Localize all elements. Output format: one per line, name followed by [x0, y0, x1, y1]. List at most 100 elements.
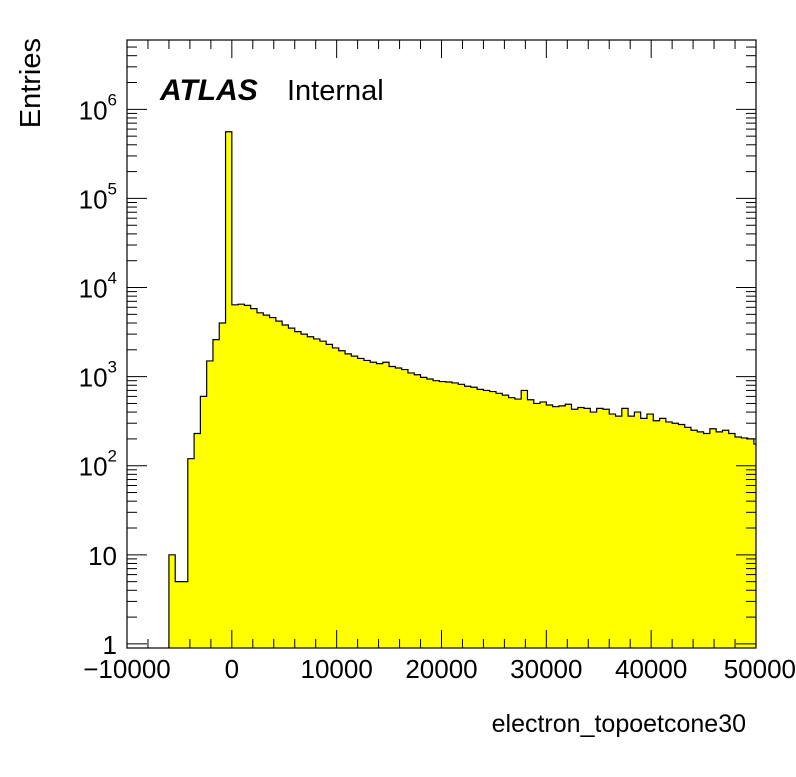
histogram-bin — [483, 390, 491, 648]
histogram-bin — [376, 363, 384, 648]
histogram-bin — [307, 336, 315, 648]
histogram-bin — [250, 308, 258, 648]
histogram-bin — [514, 399, 522, 648]
histogram-bin — [634, 412, 642, 648]
histogram-bin — [238, 304, 245, 648]
histogram-bin — [577, 407, 585, 648]
histogram-bin — [697, 431, 704, 648]
histogram-bin — [313, 338, 321, 648]
histogram-bin — [540, 401, 547, 648]
atlas-label: ATLAS — [159, 74, 258, 107]
y-tick-label: 103 — [79, 358, 117, 393]
y-tick-label: 102 — [79, 447, 117, 482]
histogram-bin — [433, 380, 440, 648]
x-tick-label: −10000 — [83, 654, 170, 684]
histogram-bin — [168, 554, 176, 648]
histogram-bin — [212, 339, 220, 648]
histogram-bin — [219, 322, 226, 648]
histogram-bin — [703, 433, 711, 648]
histogram-bin — [691, 430, 698, 648]
histogram-bin — [653, 420, 660, 648]
internal-label: Internal — [287, 75, 384, 107]
histogram-bin — [175, 581, 182, 648]
histogram-bin — [508, 397, 516, 648]
histogram-bin — [338, 350, 346, 648]
histogram-bin — [609, 414, 616, 648]
histogram-bin — [584, 408, 591, 648]
histogram-bin — [269, 317, 277, 648]
histogram-bars — [168, 131, 757, 648]
histogram-bin — [351, 356, 359, 648]
histogram-outline — [168, 131, 756, 648]
histogram-bin — [458, 384, 465, 648]
x-axis-ticks: −10000 0 10000 20000 30000 40000 50000 — [83, 40, 796, 684]
histogram-bin — [282, 324, 289, 648]
histogram-bin — [646, 414, 654, 648]
histogram-bin — [590, 412, 598, 648]
histogram-bin — [659, 418, 667, 648]
histogram-bin — [628, 416, 635, 648]
histogram-bin — [716, 431, 723, 648]
histogram-bin — [294, 331, 302, 648]
histogram-bin — [722, 430, 730, 648]
histogram-bin — [747, 438, 755, 648]
histogram-bin — [187, 458, 195, 648]
histogram-bin — [527, 399, 535, 648]
histogram-bin — [420, 377, 428, 648]
histogram-bin — [319, 341, 327, 648]
histogram-bin — [414, 374, 421, 648]
histogram-bin — [596, 408, 604, 648]
histogram-bin — [470, 387, 478, 648]
histogram-bin — [357, 358, 365, 648]
histogram-bin — [225, 131, 233, 648]
histogram-bin — [489, 391, 497, 648]
histogram-bin — [602, 409, 610, 648]
histogram-bin — [382, 362, 390, 648]
histogram-bin — [496, 393, 503, 648]
histogram-bin — [728, 433, 736, 648]
histogram-bin — [735, 437, 742, 648]
x-tick-label: 0 — [225, 654, 239, 684]
histogram-bin — [439, 381, 447, 648]
histogram-bin — [244, 305, 252, 648]
y-tick-label: 104 — [79, 269, 117, 304]
histogram-bin — [181, 581, 189, 648]
y-tick-label: 10 — [88, 541, 117, 571]
histogram-bin — [571, 409, 579, 648]
histogram-bin — [565, 404, 572, 648]
histogram-bin — [395, 367, 403, 648]
histogram-bin — [709, 428, 717, 648]
x-tick-label: 10000 — [301, 654, 373, 684]
histogram-bin — [275, 321, 283, 648]
histogram-bin — [464, 386, 472, 648]
histogram-bin — [621, 408, 629, 648]
histogram-bin — [684, 427, 692, 648]
histogram-bin — [263, 315, 270, 648]
x-tick-label: 30000 — [510, 654, 582, 684]
x-tick-label: 50000 — [724, 654, 796, 684]
histogram-bin — [401, 369, 409, 648]
histogram-bin — [521, 390, 528, 648]
histogram-bin — [301, 334, 308, 648]
histogram-bin — [753, 444, 757, 648]
histogram-bin — [194, 433, 201, 648]
histogram-bin — [558, 405, 566, 648]
histogram-bin — [451, 382, 459, 648]
x-axis-label: electron_topoetcone30 — [492, 710, 746, 738]
y-axis-label: Entries — [15, 38, 47, 128]
histogram-bin — [741, 437, 749, 648]
histogram-bin — [288, 328, 296, 648]
x-tick-label: 20000 — [405, 654, 477, 684]
histogram-bin — [326, 344, 333, 648]
histogram-bin — [672, 423, 679, 648]
histogram-bin — [231, 304, 239, 648]
histogram-bin — [389, 366, 396, 648]
histogram-bin — [477, 389, 484, 648]
histogram-bin — [256, 312, 264, 648]
histogram-bin — [546, 405, 554, 648]
y-axis-ticks: 1 10 102 103 104 105 106 — [79, 39, 756, 660]
y-tick-label: 106 — [79, 90, 117, 125]
histogram-bin — [206, 360, 214, 648]
